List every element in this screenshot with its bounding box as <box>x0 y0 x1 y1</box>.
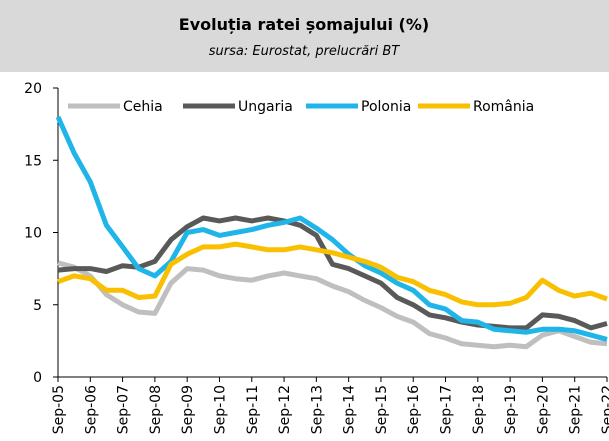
x-tick-label: Sep-17 <box>439 385 455 434</box>
series-line <box>57 260 608 350</box>
chart-title: Evoluția ratei șomajului (%) <box>179 15 429 34</box>
y-tick-label: 0 <box>33 370 42 386</box>
y-tick-label: 10 <box>24 226 42 242</box>
x-tick-label: Sep-07 <box>116 385 132 434</box>
x-tick-label: Sep-21 <box>568 385 584 434</box>
legend-label: Ungaria <box>238 99 293 115</box>
x-tick-label: Sep-05 <box>51 385 67 434</box>
x-tick-label: Sep-14 <box>342 385 358 434</box>
x-tick-label: Sep-06 <box>83 385 99 434</box>
header-band <box>0 0 609 72</box>
x-tick-label: Sep-12 <box>277 385 293 434</box>
y-tick-label: 5 <box>33 298 42 314</box>
x-tick-label: Sep-13 <box>309 385 325 434</box>
series-line <box>55 115 608 342</box>
x-tick-label: Sep-16 <box>406 385 422 434</box>
x-tick-label: Sep-09 <box>180 385 196 434</box>
series-line <box>57 241 608 308</box>
legend-label: Cehia <box>123 99 163 115</box>
x-tick-label: Sep-19 <box>503 385 519 434</box>
x-tick-label: Sep-18 <box>471 385 487 434</box>
x-tick-label: Sep-10 <box>212 385 228 434</box>
y-tick-label: 20 <box>24 81 42 97</box>
y-tick-label: 15 <box>24 153 42 169</box>
legend-label: România <box>473 99 534 115</box>
series-line <box>57 215 608 331</box>
x-tick-label: Sep-08 <box>148 385 164 434</box>
x-tick-label: Sep-11 <box>245 385 261 434</box>
chart-subtitle: sursa: Eurostat, prelucrări BT <box>209 44 400 59</box>
x-tick-label: Sep-15 <box>374 385 390 434</box>
legend-label: Polonia <box>361 99 411 115</box>
x-tick-label: Sep-22 <box>600 385 609 434</box>
x-tick-label: Sep-20 <box>535 385 551 434</box>
